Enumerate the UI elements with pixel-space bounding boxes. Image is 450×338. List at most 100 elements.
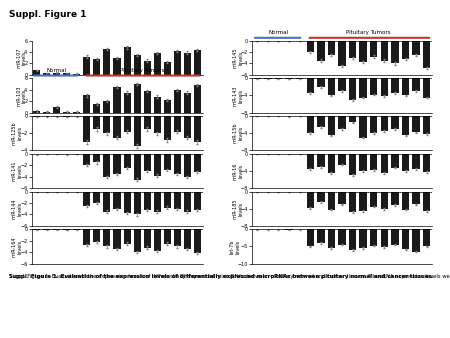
Bar bbox=[360, 192, 367, 211]
Text: Suppl. Figure 1. Evaluation of the expression levels of differentially expressed: Suppl. Figure 1. Evaluation of the expre… bbox=[9, 274, 434, 279]
Text: Normal: Normal bbox=[268, 30, 288, 35]
Bar bbox=[360, 41, 367, 62]
Bar bbox=[381, 41, 388, 61]
Bar bbox=[285, 78, 293, 79]
Bar bbox=[349, 116, 356, 122]
Bar bbox=[33, 116, 40, 117]
Bar bbox=[381, 116, 388, 131]
Bar bbox=[174, 51, 181, 75]
Bar bbox=[423, 116, 430, 134]
Bar bbox=[93, 229, 100, 242]
Bar bbox=[164, 116, 171, 140]
Bar bbox=[124, 116, 130, 131]
Bar bbox=[391, 116, 399, 129]
Bar bbox=[194, 154, 201, 172]
Bar bbox=[285, 116, 293, 117]
Bar bbox=[370, 78, 378, 95]
Bar bbox=[184, 229, 191, 249]
Bar bbox=[391, 154, 399, 168]
Bar bbox=[113, 154, 121, 174]
Bar bbox=[328, 78, 335, 96]
Text: Normal: Normal bbox=[47, 68, 67, 73]
Bar bbox=[184, 116, 191, 138]
Bar bbox=[391, 192, 399, 205]
Bar bbox=[412, 154, 420, 169]
Bar bbox=[317, 116, 324, 127]
Bar bbox=[423, 78, 430, 98]
Bar bbox=[164, 62, 171, 75]
Bar bbox=[360, 229, 367, 248]
Bar bbox=[328, 116, 335, 136]
Bar bbox=[381, 229, 388, 247]
Bar bbox=[370, 41, 378, 56]
Bar bbox=[402, 229, 409, 249]
Bar bbox=[53, 73, 60, 75]
Bar bbox=[104, 229, 110, 246]
Bar bbox=[124, 47, 130, 75]
Y-axis label: miR-145
levels: miR-145 levels bbox=[232, 48, 243, 68]
Bar bbox=[83, 229, 90, 245]
Bar bbox=[423, 41, 430, 68]
Text: Pituitary Tumors: Pituitary Tumors bbox=[120, 68, 164, 73]
Y-axis label: miR-143
levels: miR-143 levels bbox=[232, 85, 243, 106]
Bar bbox=[174, 116, 181, 131]
Y-axis label: miR-141
levels: miR-141 levels bbox=[12, 161, 22, 181]
Bar bbox=[349, 229, 356, 250]
Bar bbox=[134, 192, 141, 214]
Text: Suppl. Figure 1. Evaluation of the expression levels of differentially expressed: Suppl. Figure 1. Evaluation of the expre… bbox=[9, 274, 450, 279]
Bar bbox=[402, 116, 409, 136]
Bar bbox=[317, 229, 324, 243]
Y-axis label: miR-164
levels: miR-164 levels bbox=[12, 236, 22, 257]
Bar bbox=[33, 111, 40, 113]
Bar bbox=[423, 229, 430, 246]
Bar bbox=[338, 154, 346, 165]
Bar bbox=[154, 154, 161, 175]
Bar bbox=[412, 78, 420, 91]
Bar bbox=[306, 154, 314, 169]
Bar bbox=[43, 112, 50, 113]
Bar bbox=[391, 78, 399, 93]
Bar bbox=[412, 41, 420, 55]
Bar bbox=[63, 116, 70, 117]
Bar bbox=[113, 192, 121, 209]
Bar bbox=[423, 192, 430, 211]
Bar bbox=[306, 192, 314, 208]
Bar bbox=[73, 74, 80, 75]
Y-axis label: miR-103
levels: miR-103 levels bbox=[16, 85, 27, 106]
Bar bbox=[194, 229, 201, 254]
Bar bbox=[184, 53, 191, 75]
Bar bbox=[338, 116, 346, 129]
Bar bbox=[93, 154, 100, 162]
Bar bbox=[154, 192, 161, 212]
Bar bbox=[381, 78, 388, 96]
Bar bbox=[306, 41, 314, 52]
Bar bbox=[338, 229, 346, 245]
Bar bbox=[328, 229, 335, 248]
Bar bbox=[184, 93, 191, 113]
Bar bbox=[412, 192, 420, 204]
Text: Pituitary Tumors: Pituitary Tumors bbox=[346, 30, 391, 35]
Y-axis label: miR-15b
levels: miR-15b levels bbox=[232, 123, 243, 143]
Bar bbox=[83, 154, 90, 165]
Bar bbox=[113, 116, 121, 138]
Bar bbox=[134, 116, 141, 146]
Bar bbox=[83, 116, 90, 142]
Bar bbox=[349, 78, 356, 100]
Y-axis label: miR-16
levels: miR-16 levels bbox=[232, 162, 243, 180]
Bar bbox=[402, 78, 409, 96]
Bar bbox=[134, 154, 141, 179]
Bar bbox=[317, 154, 324, 167]
Bar bbox=[154, 97, 161, 113]
Bar bbox=[391, 229, 399, 245]
Bar bbox=[360, 78, 367, 98]
Bar bbox=[194, 192, 201, 210]
Y-axis label: let-7b
levels: let-7b levels bbox=[230, 239, 240, 254]
Bar bbox=[164, 192, 171, 208]
Bar bbox=[391, 41, 399, 64]
Bar bbox=[349, 41, 356, 58]
Bar bbox=[381, 192, 388, 209]
Bar bbox=[144, 192, 151, 210]
Bar bbox=[154, 116, 161, 133]
Bar bbox=[144, 154, 151, 171]
Bar bbox=[144, 91, 151, 113]
